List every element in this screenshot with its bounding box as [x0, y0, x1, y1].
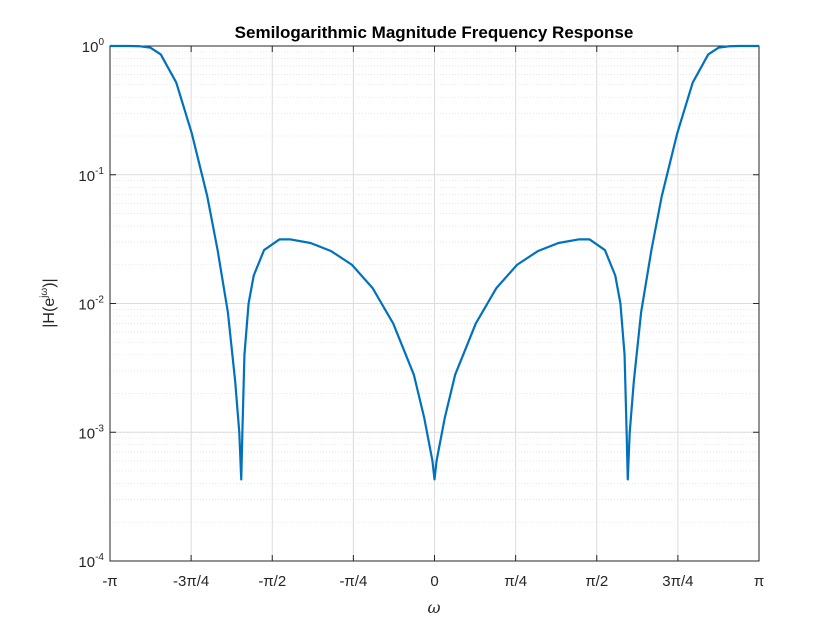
- x-tick-label: -π: [102, 573, 117, 590]
- axis-ticks: [109, 45, 760, 562]
- y-axis-label: |H(ejω)|: [39, 278, 58, 327]
- chart-title: Semilogarithmic Magnitude Frequency Resp…: [235, 23, 634, 42]
- x-tick-label: -π/2: [258, 573, 286, 590]
- y-tick-exponent: -2: [95, 295, 104, 306]
- y-tick-base: 10: [78, 168, 95, 185]
- y-tick-base: 10: [78, 554, 95, 571]
- y-tick-label: 100: [82, 37, 105, 56]
- x-tick-label: -3π/4: [173, 573, 209, 590]
- major-grid: [109, 45, 760, 562]
- y-tick-base: 10: [78, 425, 95, 442]
- y-tick-exponent: -4: [95, 552, 104, 563]
- y-tick-exponent: -1: [95, 166, 104, 177]
- y-tick-label: 10-1: [78, 166, 104, 185]
- x-tick-labels: -π -3π/4 -π/2 -π/4 0 π/4 π/2 3π/4 π: [102, 573, 764, 590]
- y-tick-exponent: 0: [98, 37, 104, 48]
- x-tick-label: -π/4: [339, 573, 367, 590]
- y-tick-exponent: -3: [95, 423, 104, 434]
- y-tick-label: 10-4: [78, 552, 104, 571]
- y-axis-label-base: |H(e: [41, 298, 58, 328]
- x-tick-label: 0: [430, 573, 438, 590]
- y-axis-label-close: )|: [41, 278, 58, 287]
- y-axis-label-exponent: jω: [39, 288, 50, 299]
- magnitude-response-line: [110, 44, 759, 481]
- y-tick-label: 10-3: [78, 423, 104, 442]
- x-axis-label: ω: [427, 598, 440, 617]
- y-tick-base: 10: [82, 39, 99, 56]
- x-tick-label: π/4: [504, 573, 527, 590]
- x-tick-label: π: [754, 573, 764, 590]
- x-tick-label: 3π/4: [662, 573, 693, 590]
- y-tick-base: 10: [78, 297, 95, 314]
- x-tick-label: π/2: [585, 573, 608, 590]
- y-tick-label: 10-2: [78, 295, 104, 314]
